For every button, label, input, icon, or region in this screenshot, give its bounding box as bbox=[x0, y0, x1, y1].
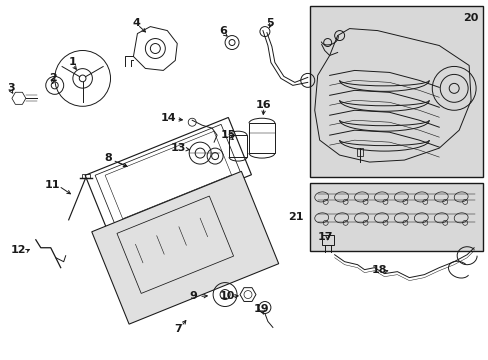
Text: 1: 1 bbox=[69, 58, 77, 67]
Text: 6: 6 bbox=[219, 26, 226, 36]
Text: 15: 15 bbox=[220, 130, 235, 140]
Text: 2: 2 bbox=[49, 73, 57, 84]
Text: 18: 18 bbox=[371, 265, 386, 275]
Text: 13: 13 bbox=[170, 143, 185, 153]
Bar bbox=[248, 123, 274, 153]
Polygon shape bbox=[92, 171, 278, 324]
Text: 7: 7 bbox=[174, 324, 182, 334]
Text: 17: 17 bbox=[317, 232, 333, 242]
Text: 19: 19 bbox=[254, 305, 269, 315]
Text: 20: 20 bbox=[463, 13, 478, 23]
Text: 16: 16 bbox=[256, 100, 271, 110]
Text: 21: 21 bbox=[287, 212, 303, 222]
Bar bbox=[309, 183, 482, 251]
Text: 10: 10 bbox=[220, 291, 235, 301]
Bar bbox=[356, 148, 362, 156]
Text: 14: 14 bbox=[160, 113, 176, 123]
Text: 3: 3 bbox=[7, 84, 15, 93]
Text: 4: 4 bbox=[132, 18, 140, 28]
Text: 11: 11 bbox=[45, 180, 61, 190]
Bar bbox=[321, 235, 333, 245]
Text: 8: 8 bbox=[104, 153, 112, 163]
Text: 9: 9 bbox=[189, 291, 197, 301]
Text: 12: 12 bbox=[11, 245, 26, 255]
Text: 5: 5 bbox=[265, 18, 273, 28]
Bar bbox=[81, 174, 89, 178]
Bar bbox=[228, 135, 246, 157]
Bar bbox=[309, 6, 482, 177]
